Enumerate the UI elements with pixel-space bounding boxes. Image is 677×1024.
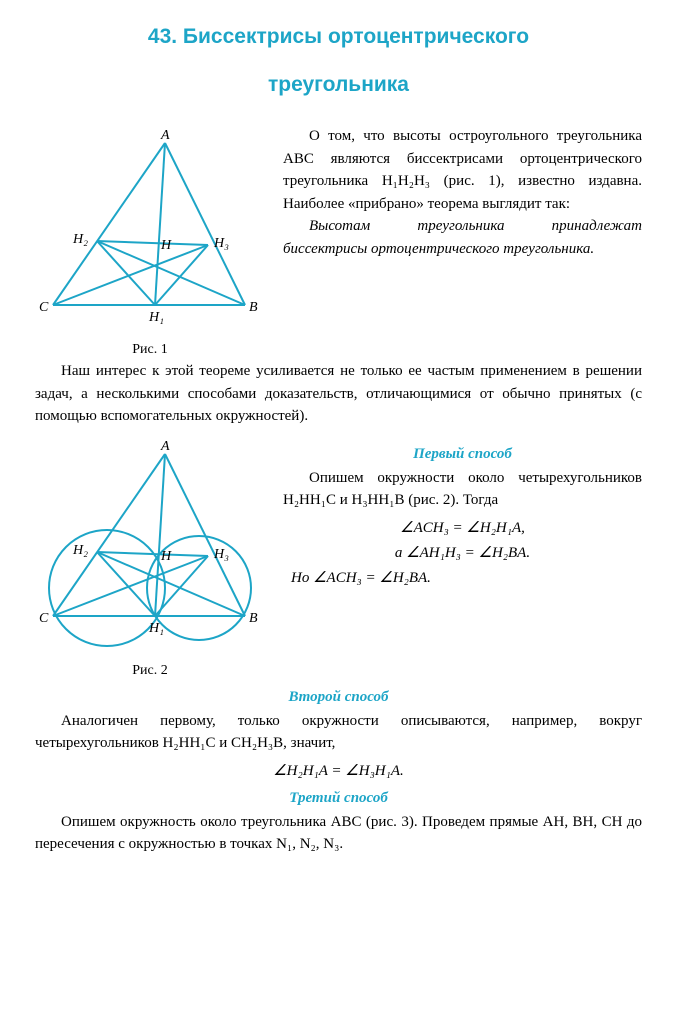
svg-text:H₂: H₂ (72, 543, 88, 558)
svg-text:H₁: H₁ (148, 310, 164, 325)
page-title: 43. Биссектрисы ортоцентрического треуго… (35, 20, 642, 101)
figure-1-caption: Рис. 1 (35, 342, 265, 358)
svg-text:H₃: H₃ (213, 547, 229, 562)
method-2-heading: Второй способ (35, 689, 642, 706)
method-1-equation-2: а ∠AH₁H₃ = ∠H₂BA. (283, 543, 642, 562)
figure-1-container: A B C H₁ H₂ H₃ H Рис. 1 (35, 125, 265, 358)
svg-text:H₁: H₁ (148, 621, 164, 636)
figure-2-container: A B C H₁ H₂ H₃ H Рис. 2 (35, 436, 265, 679)
method-1-equation-1: ∠ACH₃ = ∠H₂H₁A, (283, 518, 642, 537)
method-2-equation-1: ∠H₂H₁A = ∠H₃H₁A. (35, 761, 642, 780)
svg-text:B: B (249, 611, 258, 626)
section-intro: A B C H₁ H₂ H₃ H Рис. 1 О том, что высоты остр… (35, 125, 642, 358)
method-1-heading: Первый способ (283, 446, 642, 463)
svg-text:C: C (39, 300, 49, 315)
svg-text:A: A (160, 439, 170, 454)
svg-text:H₂: H₂ (72, 232, 88, 247)
title-line-1: 43. Биссектрисы ортоцентрического (35, 20, 642, 54)
svg-text:H: H (160, 238, 172, 253)
method-1-paragraph-1: Опишем окружности около четырехугольнико… (283, 467, 642, 512)
paragraph-interest: Наш интерес к этой теореме усиливается н… (35, 360, 642, 428)
svg-text:A: A (160, 128, 170, 143)
intro-paragraph-1: О том, что высоты остроугольного треугол… (283, 125, 642, 215)
title-line-2: треугольника (35, 68, 642, 102)
method-3-paragraph: Опишем окружность около треугольника ABC… (35, 811, 642, 856)
method-1-equation-3: Но ∠ACH₃ = ∠H₂BA. (291, 568, 642, 587)
intro-text-column: О том, что высоты остроугольного треугол… (283, 125, 642, 260)
method-2-paragraph: Аналогичен первому, только окружности оп… (35, 710, 642, 755)
method1-text-column: Первый способ Опишем окружности около че… (283, 436, 642, 593)
intro-paragraph-2-theorem: Высотам треугольника принадлежат биссект… (283, 215, 642, 260)
svg-text:B: B (249, 300, 258, 315)
svg-text:C: C (39, 611, 49, 626)
svg-text:H: H (160, 549, 172, 564)
figure-2: A B C H₁ H₂ H₃ H (35, 436, 265, 656)
section-method1: A B C H₁ H₂ H₃ H Рис. 2 Первый способ Опишем о… (35, 436, 642, 679)
figure-1: A B C H₁ H₂ H₃ H (35, 125, 265, 335)
svg-text:H₃: H₃ (213, 236, 229, 251)
method-3-heading: Третий способ (35, 790, 642, 807)
figure-2-caption: Рис. 2 (35, 663, 265, 679)
